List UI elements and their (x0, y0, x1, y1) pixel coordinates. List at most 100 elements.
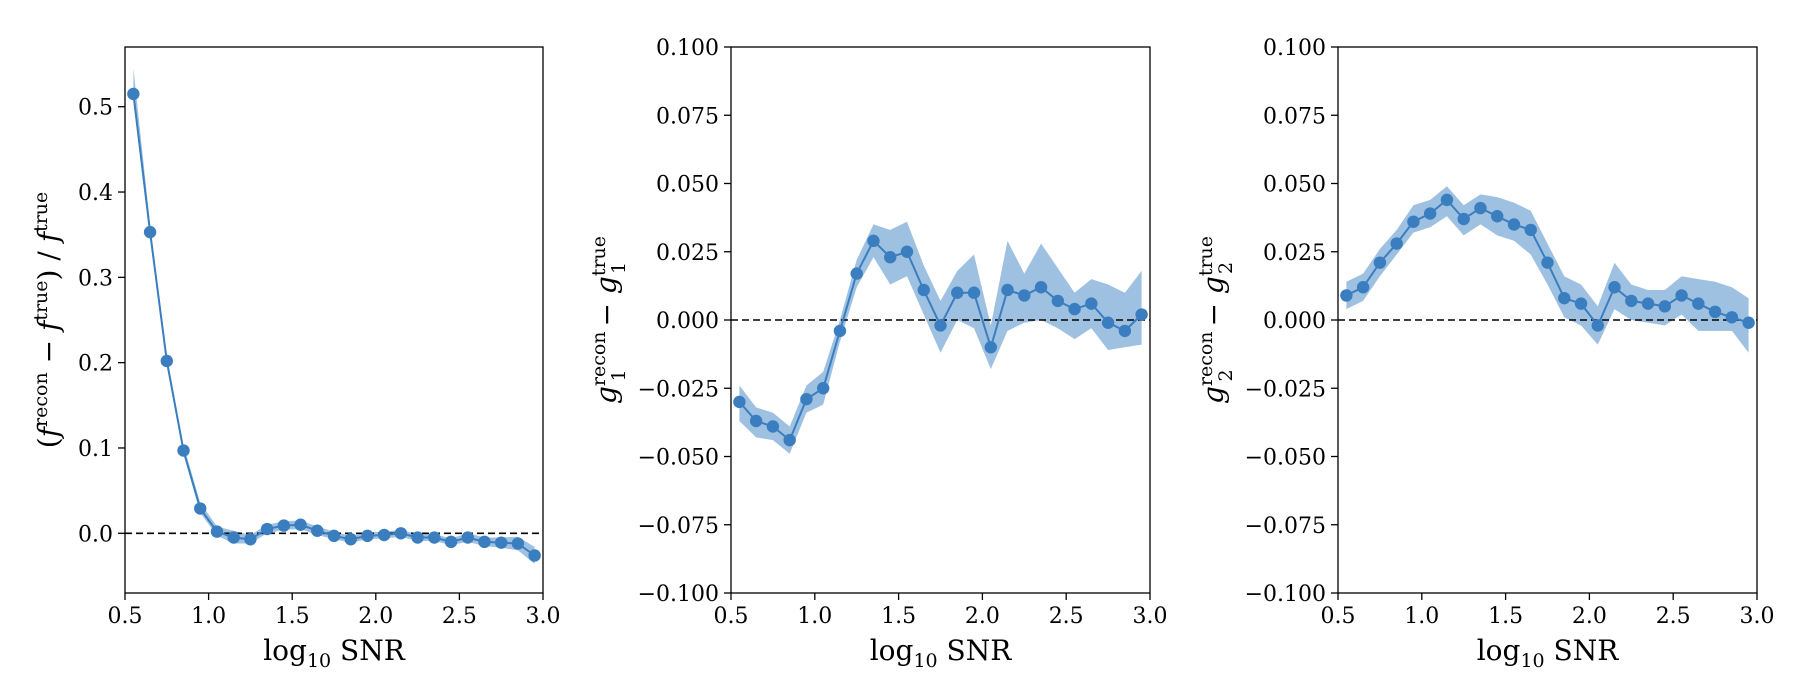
x-axis-label: log10 SNR (1477, 634, 1620, 672)
data-point (1708, 305, 1722, 319)
panel-flux-bias: 0.5 1.0 1.5 2.0 2.5 3.0 0.0 0.1 0.2 0.3 0.4 0.5 log… (30, 46, 561, 672)
x-tick-label: 2.5 (442, 604, 477, 629)
data-point (1742, 316, 1755, 329)
data-point (344, 533, 357, 546)
data-point (444, 535, 458, 549)
data-point (478, 535, 491, 549)
data-point (951, 286, 964, 299)
y-tick-label: 0.000 (656, 309, 719, 334)
y-tick-label: 0.2 (78, 352, 113, 377)
y-tick-label: 0.050 (1263, 173, 1326, 198)
y-tick-label: 0.075 (656, 104, 719, 129)
data-point (884, 251, 897, 264)
data-point (833, 324, 847, 338)
y-tick-label: −0.025 (638, 377, 719, 402)
y-tick-label: 0.075 (1263, 104, 1326, 129)
y-axis-label: grecon1 − gtrue1 (588, 236, 630, 404)
data-point (428, 531, 441, 544)
uncertainty-band (739, 221, 1142, 454)
axes-frame (124, 46, 544, 594)
data-point (1675, 289, 1688, 302)
y-tick-label: 0.025 (1263, 241, 1326, 266)
data-point (984, 341, 997, 354)
data-point (1051, 294, 1065, 308)
y-tick-label: 0.050 (656, 173, 719, 198)
data-point (327, 529, 341, 543)
data-point (1101, 316, 1115, 329)
data-point (816, 382, 830, 395)
x-axis-label: log10 SNR (263, 634, 406, 672)
x-tick-label: 3.0 (1740, 604, 1775, 629)
x-tick-label: 1.5 (275, 604, 310, 629)
data-point (1574, 297, 1588, 310)
x-tick-label: 0.5 (108, 604, 143, 629)
y-tick-label: 0.000 (1263, 309, 1326, 334)
data-point (1068, 302, 1081, 316)
data-point (867, 234, 880, 248)
data-point (311, 524, 324, 537)
data-point (1135, 308, 1148, 321)
data-point (1474, 201, 1487, 215)
data-point (1658, 300, 1672, 313)
x-tick-label: 1.0 (191, 604, 226, 629)
data-point (210, 525, 224, 538)
data-point (1440, 193, 1454, 207)
data-point (1507, 218, 1521, 231)
data-point (1034, 281, 1048, 294)
data-point (495, 536, 508, 549)
y-tick-label: 0.3 (78, 266, 113, 291)
data-point (1373, 256, 1387, 269)
data-point (766, 420, 780, 433)
y-tick-label: 0.025 (656, 241, 719, 266)
data-point (127, 87, 140, 101)
data-point (394, 527, 408, 540)
x-tick-label: 2.5 (1656, 604, 1691, 629)
panel-g2-bias: 0.5 1.0 1.5 2.0 2.5 3.0 −0.100 −0.075 −0.050 −0.0… (1195, 36, 1775, 672)
data-point (160, 354, 173, 368)
data-point (1608, 281, 1621, 294)
uncertainty-band (1346, 186, 1749, 353)
data-point (1018, 289, 1031, 302)
data-point (1457, 212, 1470, 226)
data-point (361, 529, 374, 543)
y-tick-label: −0.075 (638, 514, 719, 539)
y-tick-label: −0.100 (1245, 582, 1326, 607)
data-point (1340, 289, 1353, 302)
x-tick-label: 2.0 (1572, 604, 1607, 629)
data-point (850, 267, 863, 280)
x-axis-label: log10 SNR (870, 634, 1013, 672)
data-point (783, 433, 796, 447)
data-point (277, 519, 291, 532)
data-point (1625, 294, 1638, 308)
data-point (1423, 207, 1437, 220)
data-point (1491, 210, 1504, 223)
data-point (511, 537, 525, 550)
data-point (244, 533, 257, 546)
x-tick-label: 3.0 (1133, 604, 1168, 629)
x-tick-label: 0.5 (714, 604, 749, 629)
data-point (1524, 223, 1537, 237)
x-tick-label: 1.5 (881, 604, 916, 629)
y-tick-label: −0.075 (1245, 514, 1326, 539)
data-point (1390, 237, 1403, 250)
data-point (1558, 291, 1571, 305)
data-point (194, 502, 207, 515)
data-point (1407, 215, 1420, 228)
data-point (377, 528, 391, 542)
data-point (143, 225, 157, 239)
data-point (1641, 297, 1655, 310)
y-tick-label: −0.050 (638, 446, 719, 471)
data-point (177, 444, 190, 457)
panel-g1-bias: 0.5 1.0 1.5 2.0 2.5 3.0 −0.100 −0.075 −0.050 −0.0… (588, 36, 1168, 672)
y-tick-label: 0.100 (1263, 36, 1326, 61)
data-point (800, 392, 813, 406)
data-point (411, 531, 424, 544)
uncertainty-band (133, 68, 535, 565)
data-point (967, 286, 981, 299)
data-point (1541, 256, 1554, 269)
x-tick-label: 3.0 (526, 604, 561, 629)
x-tick-label: 0.5 (1321, 604, 1356, 629)
data-point (934, 319, 947, 332)
y-tick-label: −0.050 (1245, 446, 1326, 471)
y-tick-label: 0.5 (78, 96, 113, 121)
